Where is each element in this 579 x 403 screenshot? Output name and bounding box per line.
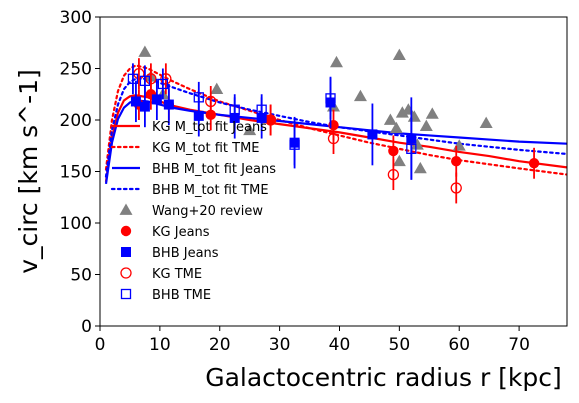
wang-point-17 [392,48,406,60]
bhb-jeans-point-6 [229,112,240,123]
kg-tme-point-8 [450,182,462,194]
x-tick-label-50: 50 [389,335,411,355]
legend-label-7: BHB Jeans [152,246,219,261]
y-tick-label-0: 0 [81,317,92,337]
legend-label-4: BHB M_tot fit TME [152,183,269,198]
legend-item-9: BHB TME [120,288,211,303]
wang-point-18 [410,138,424,150]
legend-item-7: BHB Jeans [121,246,219,261]
bhb-jeans-point-10 [367,129,378,140]
bhb-jeans-point-8 [289,137,300,148]
kg-jeans-point-8 [451,156,462,167]
kg-tme-point-7 [387,168,400,181]
bhb-jeans-point-4 [163,99,174,110]
legend-label-9: BHB TME [152,288,211,303]
bhb-tme-point-3 [157,78,169,90]
wang-point-21 [392,154,406,167]
legend-item-6: KG Jeans [120,225,210,240]
x-tick-label-30: 30 [269,335,291,355]
legend-label-6: KG Jeans [152,225,210,240]
wang-point-7 [383,113,397,125]
x-tick-label-40: 40 [329,335,351,355]
axes: 0 10 20 30 40 50 60 70 0 50 100 150 200 250 300 Galacto… [14,8,568,392]
legend-label-2: KG M_tot fit TME [152,141,260,156]
bhb-tme-point-2 [139,75,151,87]
legend-marker-6 [120,225,132,237]
wang-point-20 [452,139,466,151]
bhb-jeans-point-11 [406,133,417,144]
x-tick-label-10: 10 [149,335,171,355]
legend-marker-9 [120,288,132,300]
wang-point-19 [243,123,257,136]
y-axis-label: v_circ [km s^-1] [14,69,43,274]
wang-point-14 [425,107,439,119]
legend-item-1: KG M_tot fit Jeans [112,120,267,135]
bhb-jeans-point-2 [139,101,150,112]
bhb-jeans-point-7 [256,112,267,123]
kg-jeans-point-4 [205,109,216,121]
plot-area [104,45,567,204]
y-tick-label-100: 100 [60,214,92,234]
legend-label-1: KG M_tot fit Jeans [152,120,267,135]
wang-point-6 [353,89,367,102]
wang-point-12 [413,161,427,174]
wang-point-13 [419,119,433,132]
wang-point-5 [329,55,343,68]
plot-series [104,45,567,204]
y-tick-label-150: 150 [60,163,92,183]
legend-label-5: Wang+20 review [152,204,263,219]
y-tick-label-250: 250 [60,60,92,80]
fit-line-4 [104,77,567,178]
bhb-jeans-point-5 [193,110,204,121]
kg-tme-point-1 [133,68,145,80]
x-tick-label-20: 20 [209,335,231,355]
wang-point-8 [389,121,403,134]
bhb-tme-point-1 [127,73,139,84]
legend-marker-7 [121,247,131,257]
y-tick-label-300: 300 [60,8,92,28]
legend-item-3: BHB M_tot fit Jeans [112,162,276,177]
x-tick-label-70: 70 [508,335,530,355]
bhb-jeans-point-1 [130,96,141,107]
x-tick-label-60: 60 [448,335,470,355]
kg-jeans-point-7 [388,145,399,157]
legend-marker-8 [120,267,132,279]
legend-item-5: Wang+20 review [119,203,263,219]
y-tick-label-200: 200 [60,111,92,131]
legend-label-8: KG TME [152,267,202,282]
bhb-jeans-point-9 [325,97,336,108]
x-tick-label-0: 0 [95,335,106,355]
x-axis-label: Galactocentric radius r [kpc] [205,363,562,392]
wang-point-1 [138,45,152,57]
legend: KG M_tot fit Jeans KG M_tot fit TME BHB M_… [110,120,276,303]
wang-point-4 [210,82,224,94]
y-tick-label-50: 50 [70,266,92,286]
legend-item-2: KG M_tot fit TME [110,141,260,156]
wang-point-9 [395,106,409,118]
legend-item-8: KG TME [120,267,202,282]
kg-jeans-point-5 [265,114,276,126]
kg-jeans-point-9 [528,158,540,169]
bhb-jeans-point-3 [151,94,162,105]
legend-item-4: BHB M_tot fit TME [110,183,269,198]
wang-point-15 [479,116,493,128]
legend-marker-5 [119,203,133,215]
legend-label-3: BHB M_tot fit Jeans [152,162,276,177]
